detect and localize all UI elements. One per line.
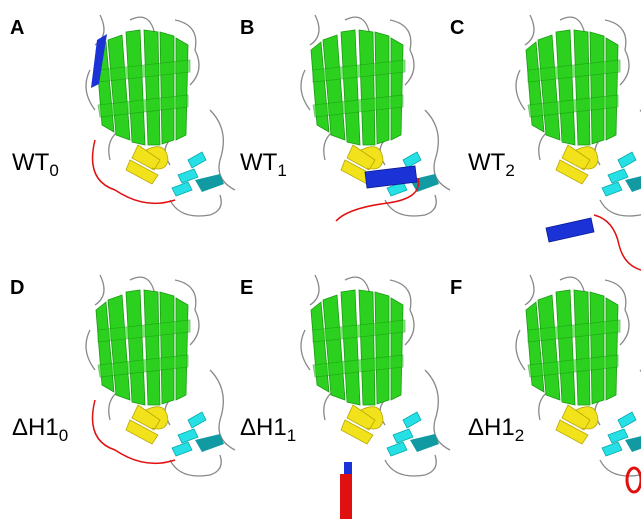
label-text: ΔH1 xyxy=(468,414,515,441)
label-subscript: 1 xyxy=(277,161,286,180)
panel-e: E ΔH11 xyxy=(240,274,451,519)
panel-letter: F xyxy=(450,277,462,299)
panel-label: ΔH11 xyxy=(240,414,296,445)
panel-label: ΔH10 xyxy=(12,414,68,445)
panel-letter: A xyxy=(10,17,24,39)
panel-letter: B xyxy=(240,17,254,39)
panel-c: C WT2 xyxy=(450,14,641,271)
label-text: WT xyxy=(240,149,278,176)
panel-label: ΔH12 xyxy=(468,414,524,445)
panel-letter: E xyxy=(240,277,253,299)
label-text: ΔH1 xyxy=(240,414,287,441)
label-subscript: 0 xyxy=(49,161,58,180)
panel-letter: D xyxy=(10,277,24,299)
label-subscript: 0 xyxy=(59,426,68,445)
panel-f: F ΔH12 xyxy=(450,274,641,494)
panel-b: B WT1 xyxy=(240,14,451,222)
panel-d: D ΔH10 xyxy=(10,274,236,477)
label-subscript: 1 xyxy=(287,426,296,445)
label-text: WT xyxy=(12,149,50,176)
panel-letter: C xyxy=(450,17,464,39)
label-subscript: 2 xyxy=(505,161,514,180)
panel-label: WT0 xyxy=(12,149,59,180)
label-subscript: 2 xyxy=(515,426,524,445)
panel-label: WT1 xyxy=(240,149,287,180)
label-text: WT xyxy=(468,149,506,176)
label-text: ΔH1 xyxy=(12,414,59,441)
panel-a: A WT0 xyxy=(10,14,236,217)
panel-label: WT2 xyxy=(468,149,515,180)
